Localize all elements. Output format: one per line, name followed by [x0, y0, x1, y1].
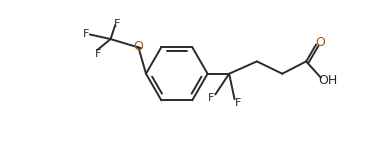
Text: O: O [133, 40, 143, 53]
Text: OH: OH [318, 74, 337, 87]
Text: F: F [95, 49, 102, 59]
Text: F: F [235, 98, 241, 108]
Text: O: O [315, 36, 325, 49]
Text: F: F [114, 19, 121, 29]
Text: F: F [83, 29, 89, 39]
Text: F: F [208, 93, 214, 103]
